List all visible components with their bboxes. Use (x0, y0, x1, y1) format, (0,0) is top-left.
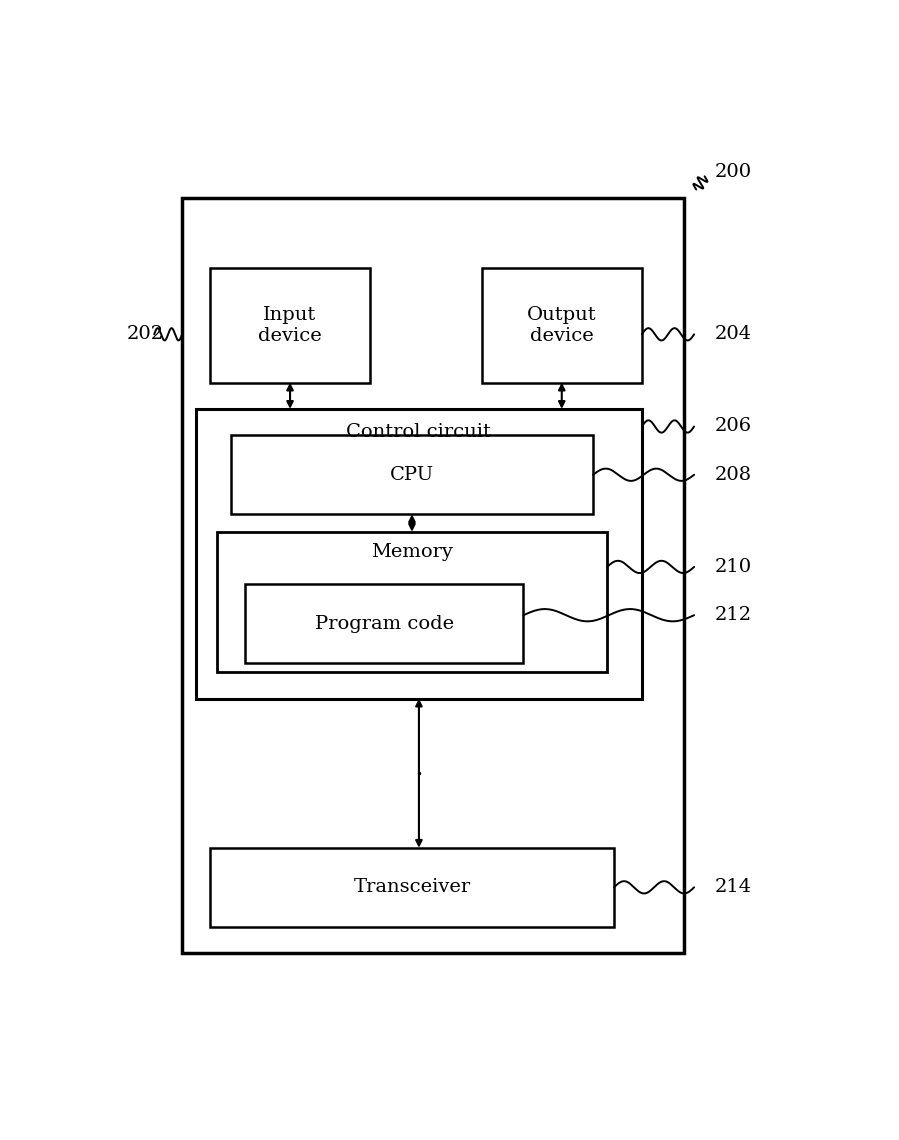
Text: 210: 210 (715, 557, 752, 576)
Text: Input
device: Input device (258, 307, 322, 345)
Text: Transceiver: Transceiver (353, 878, 470, 896)
Bar (482, 268, 642, 383)
Bar (231, 435, 593, 514)
Text: Output
device: Output device (527, 307, 597, 345)
Text: Control circuit: Control circuit (346, 423, 492, 441)
Text: Program code: Program code (315, 614, 454, 633)
Bar (210, 848, 614, 927)
Bar (210, 268, 370, 383)
Text: 208: 208 (715, 466, 752, 483)
Text: 214: 214 (715, 878, 752, 896)
Bar (245, 585, 523, 663)
Bar (217, 531, 607, 673)
Text: 200: 200 (715, 163, 752, 181)
Text: 204: 204 (715, 325, 752, 343)
Text: Memory: Memory (371, 544, 453, 561)
Text: CPU: CPU (390, 466, 434, 483)
Text: 212: 212 (715, 606, 752, 625)
Text: 206: 206 (715, 417, 752, 435)
Bar (182, 198, 683, 953)
Bar (196, 409, 642, 699)
Text: 202: 202 (126, 325, 164, 343)
